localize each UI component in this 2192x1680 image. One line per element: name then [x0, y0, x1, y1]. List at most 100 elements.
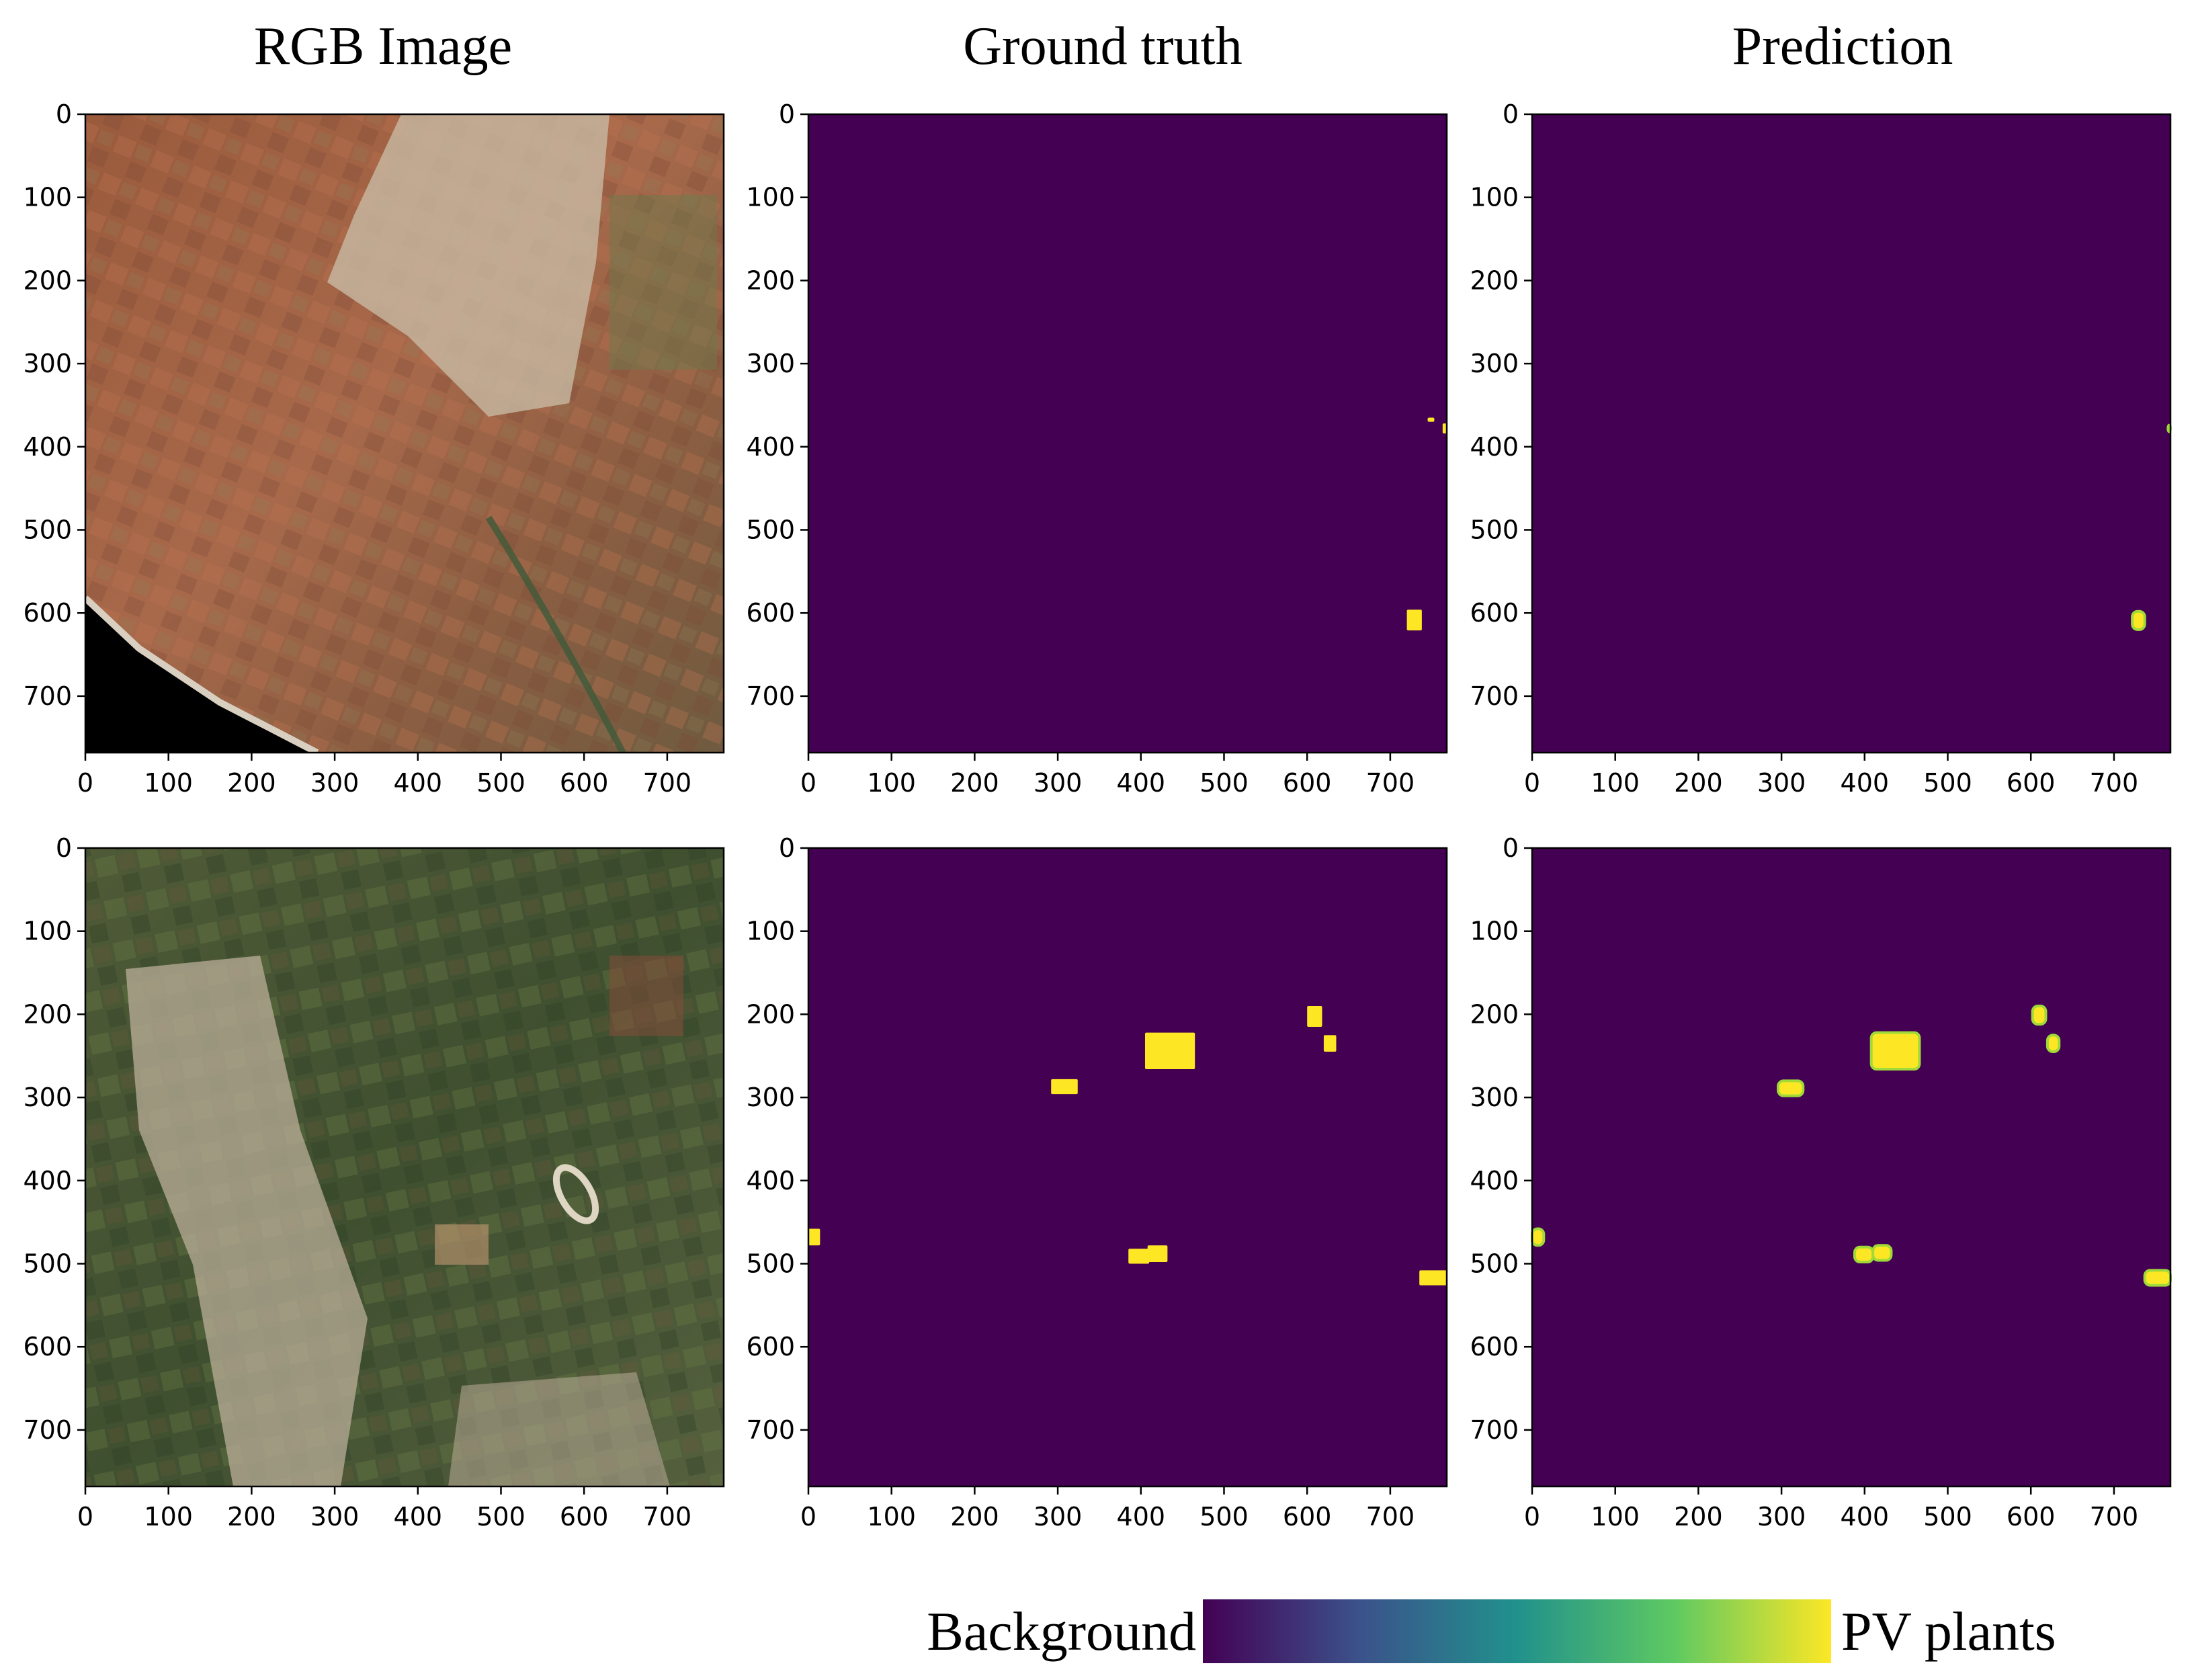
row2-pred-background [1532, 848, 2170, 1486]
row2-pred-xtick-label: 0 [1524, 1502, 1540, 1531]
row2-rgb-xtick-label: 500 [476, 1502, 525, 1531]
row2-rgb-xtick-label: 400 [394, 1502, 443, 1531]
row2-pred-ytick-label: 100 [1470, 917, 1519, 946]
row1-rgb-green-fields [609, 195, 717, 370]
colorbar-label-background: Background [927, 1601, 1196, 1662]
row2-rgb-xtick-label: 100 [144, 1502, 193, 1531]
title-ground-truth: Ground truth [963, 17, 1242, 76]
row1-pred-xtick-label: 400 [1841, 768, 1890, 798]
row2-pred-pv-region [1871, 1244, 1893, 1262]
row1-rgb-xtick-label: 0 [77, 768, 93, 798]
row2-rgb-bare-field [435, 1224, 489, 1265]
row2-pred-xtick-label: 600 [2007, 1502, 2056, 1531]
row2-rgb-ytick-label: 100 [23, 917, 72, 946]
row2-pred-ytick-label: 300 [1470, 1083, 1519, 1112]
row2-gt-xtick-label: 0 [800, 1502, 816, 1531]
row1-gt-ytick-label: 0 [779, 99, 795, 129]
row2-gt-pv-region [1144, 1032, 1195, 1070]
row1-gt-xtick-label: 600 [1283, 768, 1332, 798]
row2-rgb-town-south [448, 1372, 670, 1486]
row1-rgb-ytick-label: 100 [23, 183, 72, 212]
row1-gt-xtick-label: 200 [950, 768, 999, 798]
row2-pred-xtick-label: 400 [1841, 1502, 1890, 1531]
row2-pred-ytick-label: 700 [1470, 1415, 1519, 1445]
row1-pred-xtick-label: 300 [1757, 768, 1806, 798]
row2-pred-xtick-label: 300 [1757, 1502, 1806, 1531]
row2-gt-ytick-label: 600 [746, 1332, 795, 1361]
row2-pred-pv-region [2031, 1005, 2048, 1026]
row2-rgb-red-field [609, 956, 683, 1036]
row2-rgb-xtick-label: 300 [310, 1502, 360, 1531]
panel-row1-prediction: 0 100 200 300 400 500 600 700 0 100 200 300 400 500 60… [1470, 99, 2172, 798]
panel-row2-prediction: 0 100 200 300 400 500 600 700 0 100 200 300 400 500 60… [1470, 833, 2172, 1531]
row2-rgb-xtick-label: 0 [77, 1502, 93, 1531]
colorbar-label-pv-plants: PV plants [1841, 1601, 2056, 1662]
row1-gt-pv-region [1442, 423, 1447, 433]
row1-rgb-ytick-label: 500 [23, 515, 72, 544]
row1-gt-background [808, 114, 1447, 753]
row2-gt-pv-region [1323, 1035, 1337, 1052]
row1-gt-ytick-label: 700 [746, 681, 795, 711]
row1-rgb-xtick-label: 600 [560, 768, 609, 798]
row2-gt-xtick-label: 200 [950, 1502, 999, 1531]
row1-gt-ytick-label: 300 [746, 349, 795, 378]
row1-rgb-ytick-label: 200 [23, 265, 72, 295]
row1-rgb-frame [84, 113, 725, 754]
row2-gt-xtick-label: 400 [1117, 1502, 1166, 1531]
row1-gt-ytick-label: 600 [746, 598, 795, 628]
row2-pred-xtick-label: 100 [1591, 1502, 1640, 1531]
row2-pred-frame [1531, 847, 2172, 1488]
row1-rgb-coastline [85, 595, 319, 753]
panel-row1-rgb: 0 100 200 300 400 500 600 700 0 100 200 300 400 500 60… [23, 99, 725, 798]
row1-gt-ytick-label: 500 [746, 515, 795, 544]
panel-row2-rgb: 0 100 200 300 400 500 600 700 0 100 200 300 400 500 60… [23, 833, 725, 1531]
row2-pred-pv-region [1869, 1031, 1921, 1071]
row1-gt-xtick-label: 100 [867, 768, 916, 798]
colorbar: Background PV plants [927, 1599, 2056, 1663]
row1-pred-xtick-label: 500 [1923, 768, 1972, 798]
row2-gt-ytick-label: 500 [746, 1249, 795, 1278]
row2-gt-ytick-label: 200 [746, 999, 795, 1029]
row1-pred-background [1532, 114, 2170, 753]
row2-gt-pv-region [1419, 1270, 1447, 1286]
row1-gt-pv-region [1427, 417, 1435, 422]
row1-pred-ytick-label: 300 [1470, 349, 1519, 378]
row2-gt-pv-region [1128, 1249, 1150, 1264]
row2-gt-ytick-label: 0 [779, 833, 795, 863]
row2-rgb-xtick-label: 600 [560, 1502, 609, 1531]
row1-gt-ytick-label: 400 [746, 432, 795, 462]
row2-pred-xtick-label: 700 [2090, 1502, 2139, 1531]
row2-rgb-ytick-label: 600 [23, 1332, 72, 1361]
row2-gt-ytick-label: 400 [746, 1166, 795, 1195]
row1-pred-xtick-label: 600 [2007, 768, 2056, 798]
row2-gt-ytick-label: 300 [746, 1083, 795, 1112]
row2-gt-frame [807, 847, 1448, 1488]
title-prediction: Prediction [1732, 17, 1953, 76]
row1-rgb-sea [85, 601, 314, 753]
row2-pred-ytick-label: 200 [1470, 999, 1519, 1029]
row2-rgb-ytick-label: 0 [56, 833, 72, 863]
row2-pred-xtick-label: 200 [1674, 1502, 1723, 1531]
row2-pred-ytick-label: 500 [1470, 1249, 1519, 1278]
row2-gt-pv-region [1051, 1079, 1078, 1095]
row2-gt-ytick-label: 100 [746, 917, 795, 946]
row1-rgb-xtick-label: 300 [310, 768, 360, 798]
row1-pred-ytick-label: 500 [1470, 515, 1519, 544]
row1-pred-ytick-label: 100 [1470, 183, 1519, 212]
row1-pred-ytick-label: 0 [1503, 99, 1519, 129]
row2-pred-xtick-label: 500 [1923, 1502, 1972, 1531]
row1-gt-ytick-label: 200 [746, 265, 795, 295]
row2-rgb-frame [84, 847, 725, 1488]
row2-rgb-xtick-label: 200 [227, 1502, 276, 1531]
row2-rgb-ytick-label: 400 [23, 1166, 72, 1195]
title-rgb-image: RGB Image [254, 17, 512, 76]
row2-pred-pv-region [1777, 1079, 1805, 1097]
row1-pred-pv-region [2131, 610, 2146, 631]
column-titles: RGB Image Ground truth Prediction [254, 17, 1953, 76]
row2-rgb-xtick-label: 700 [643, 1502, 692, 1531]
row2-pred-ytick-label: 0 [1503, 833, 1519, 863]
row2-gt-xtick-label: 300 [1034, 1502, 1083, 1531]
row1-pred-xtick-label: 200 [1674, 768, 1723, 798]
row1-gt-xtick-label: 300 [1034, 768, 1083, 798]
